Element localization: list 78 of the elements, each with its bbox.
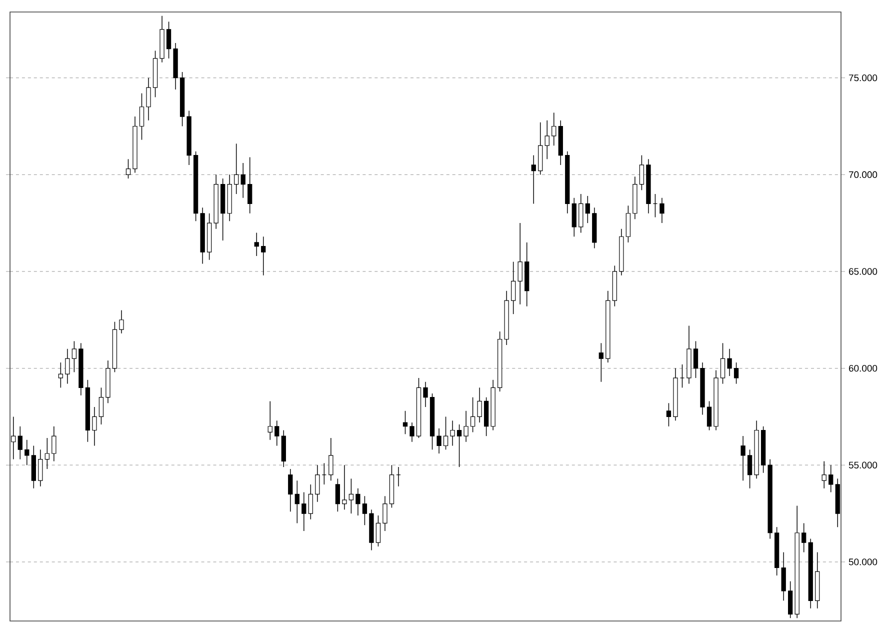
candlestick — [464, 410, 468, 442]
candlestick — [92, 406, 97, 446]
candlestick — [802, 522, 806, 553]
candlestick — [598, 342, 604, 382]
candlestick — [302, 492, 306, 532]
candlestick — [328, 438, 334, 482]
candlestick — [376, 515, 381, 547]
y-tick-label: 55.000 — [848, 462, 878, 469]
candlestick — [240, 162, 246, 198]
candlestick — [740, 436, 746, 482]
candlestick — [254, 232, 259, 256]
candlestick — [680, 364, 685, 388]
candlestick — [734, 362, 739, 384]
candlestick — [139, 93, 144, 140]
candlestick — [308, 484, 313, 520]
candlestick — [234, 143, 239, 194]
candlestick — [531, 154, 536, 204]
candlestick — [268, 400, 272, 440]
candlestick — [11, 416, 16, 460]
candlestick — [44, 438, 50, 470]
candlestick — [294, 480, 300, 524]
candlestick — [72, 340, 77, 373]
candlestick — [248, 156, 252, 214]
candlestick — [552, 112, 556, 146]
candlestick — [747, 449, 752, 489]
candlestick — [544, 120, 550, 160]
y-tick-label: 50.000 — [848, 558, 878, 566]
candlestick — [315, 464, 320, 502]
y-tick-label: 65.000 — [849, 268, 878, 275]
candlestick — [38, 449, 43, 487]
candlestick — [410, 422, 414, 442]
candlestick — [146, 78, 151, 121]
candlestick — [274, 420, 280, 446]
candlestick — [828, 464, 834, 493]
candlestick — [166, 21, 172, 59]
candlestick — [470, 397, 476, 433]
candlestick — [126, 158, 131, 179]
candlestick — [98, 387, 104, 425]
y-tick-label: 70.000 — [849, 171, 878, 178]
candlestick — [666, 402, 672, 427]
candlestick — [450, 420, 455, 446]
candlestick — [18, 426, 22, 460]
candlestick — [402, 410, 408, 435]
candlestick — [288, 468, 293, 512]
y-tick-label: 60.000 — [849, 365, 878, 372]
candlestick — [788, 580, 793, 619]
candlestick — [348, 478, 354, 514]
candlestick — [65, 348, 70, 384]
candlestick — [511, 261, 516, 315]
candlestick — [362, 496, 368, 526]
candlestick — [58, 362, 64, 388]
candlestick — [639, 154, 644, 191]
candlestick — [693, 340, 698, 378]
candlestick — [727, 348, 732, 376]
candlestick — [119, 310, 124, 334]
candlestick — [356, 488, 360, 516]
candlestick — [261, 236, 266, 276]
candlestick — [585, 196, 590, 224]
candlestick — [720, 342, 726, 384]
candlestick — [578, 194, 584, 234]
candlestick — [706, 400, 712, 431]
candlestick — [52, 426, 56, 462]
candlestick — [436, 428, 442, 454]
candlestick — [822, 460, 826, 489]
candlestick — [423, 382, 428, 408]
candlestick — [342, 464, 347, 510]
candlestick — [781, 552, 786, 602]
candlestick — [572, 198, 576, 238]
candlestick — [518, 222, 522, 305]
candlestick — [382, 496, 388, 532]
candlestick — [456, 424, 462, 468]
candlestick — [660, 198, 664, 224]
candlestick — [477, 387, 482, 423]
candlestick — [443, 416, 448, 450]
candlestick — [626, 205, 631, 243]
candlestick — [24, 440, 30, 466]
y-tick-label: 75.000 — [849, 74, 878, 82]
candlestick — [335, 478, 340, 512]
